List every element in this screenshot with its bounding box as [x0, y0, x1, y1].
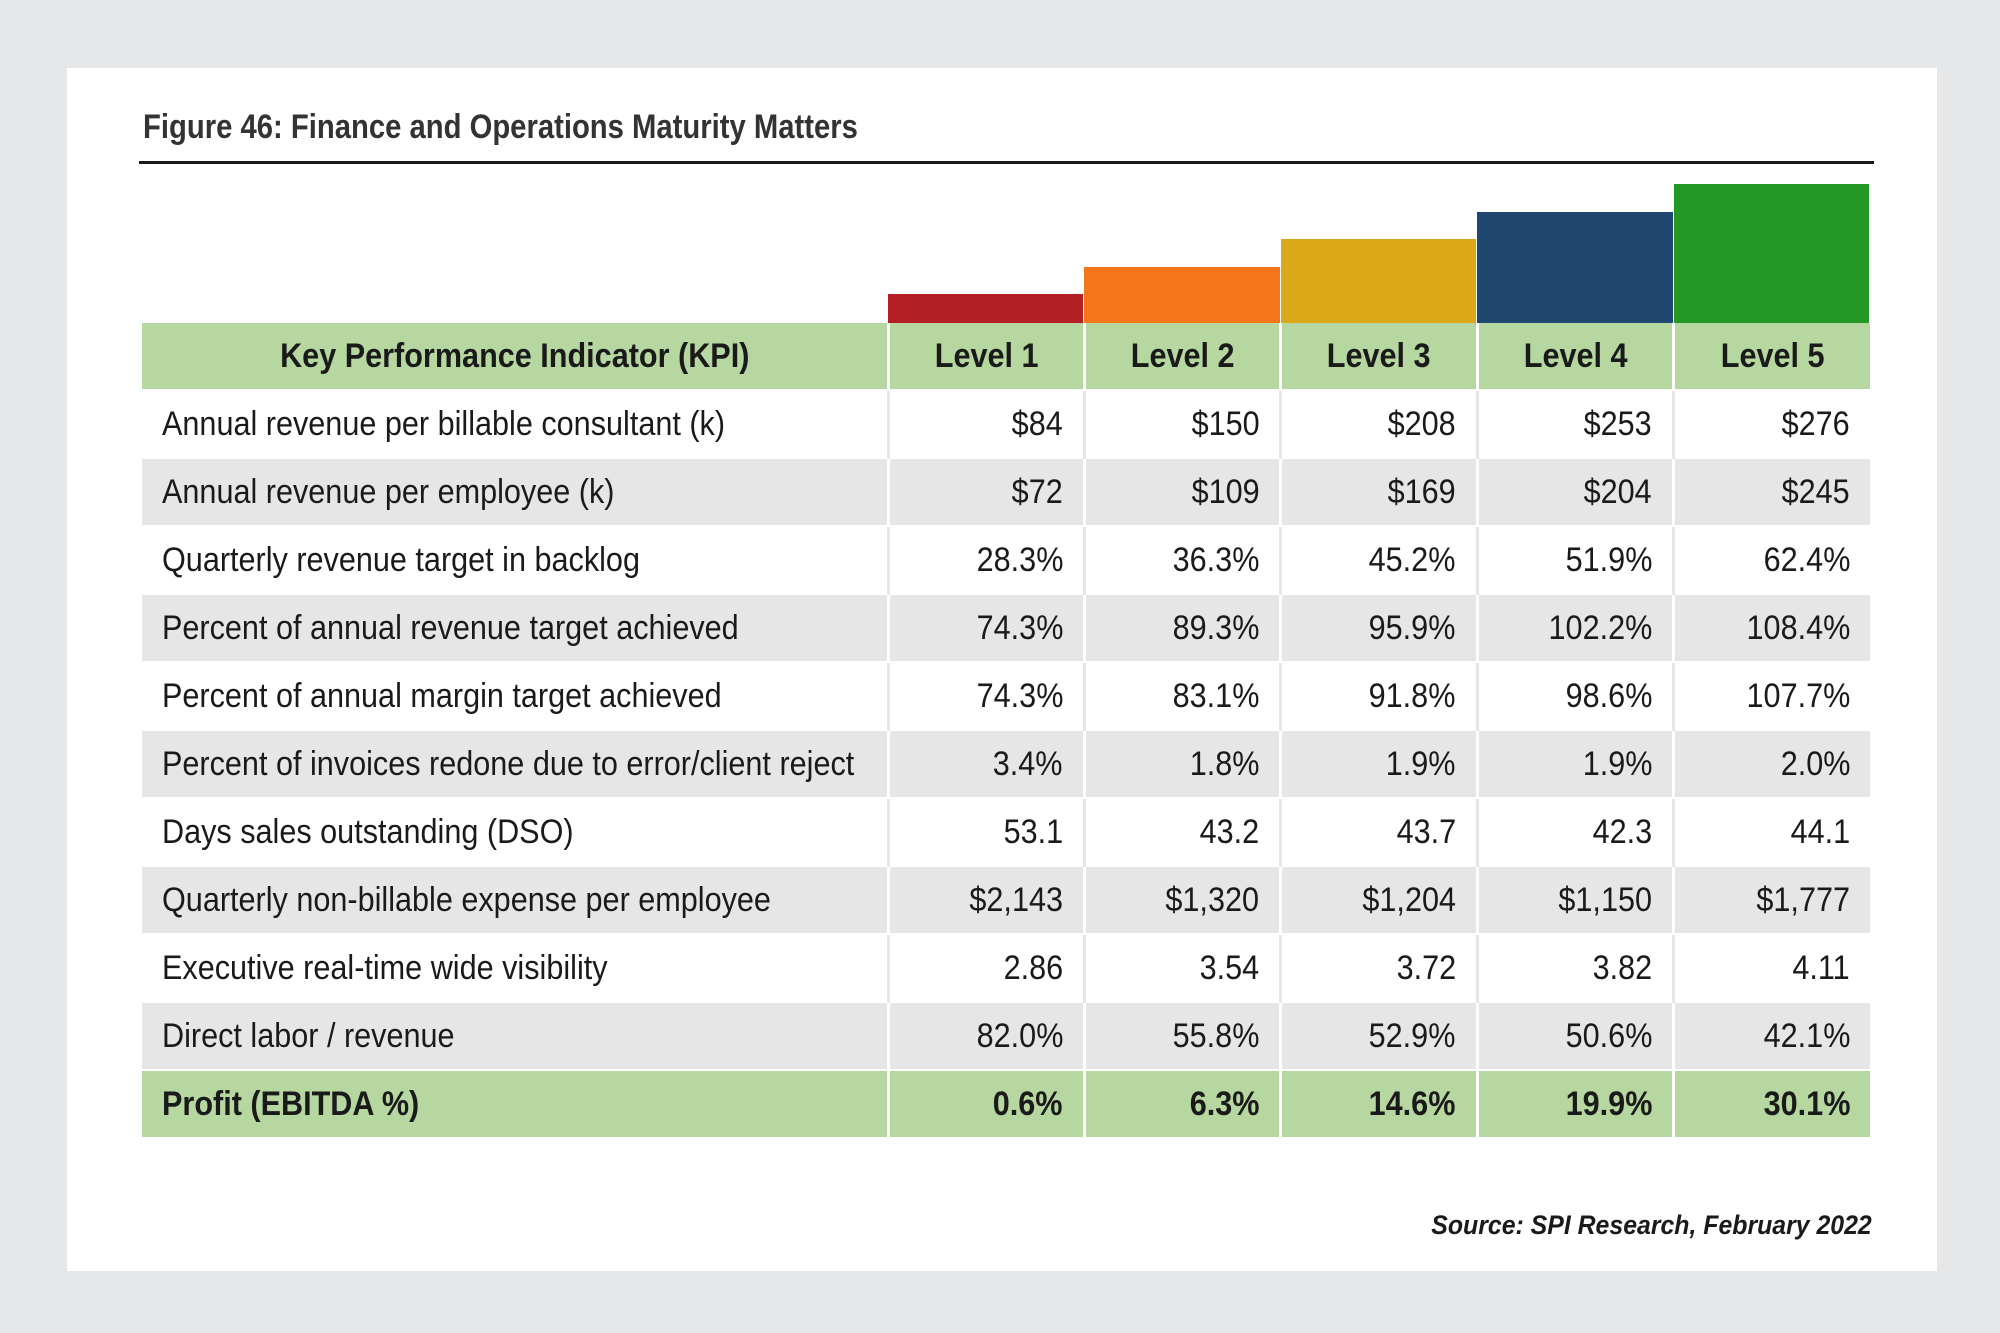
profit-level-1: 0.6%: [888, 1070, 1086, 1139]
level-5-header: Level 5: [1673, 323, 1870, 391]
level-3-step: [1280, 239, 1477, 323]
level-1-value: $72: [888, 458, 1086, 527]
table-row: Direct labor / revenue 82.0% 55.8% 52.9% 50.…: [142, 1002, 1870, 1071]
profit-row: Profit (EBITDA %) 0.6% 6.3% 14.6% 19.9% …: [142, 1070, 1870, 1139]
level-4-value: 98.6%: [1477, 662, 1676, 731]
table-row: Quarterly non-billable expense per emplo…: [142, 866, 1870, 935]
kpi-name-cell: Percent of invoices redone due to error/…: [142, 730, 890, 799]
level-2-value: 83.1%: [1084, 662, 1283, 731]
level-2-value: $109: [1084, 458, 1283, 527]
level-5-value: 2.0%: [1673, 730, 1870, 799]
figure-title: Figure 46: Finance and Operations Maturi…: [143, 108, 858, 146]
profit-level-3: 14.6%: [1280, 1070, 1479, 1139]
level-5-value: 4.11: [1673, 934, 1870, 1003]
table-row: Percent of annual revenue target achieve…: [142, 594, 1870, 663]
level-2-value: 55.8%: [1084, 1002, 1283, 1071]
kpi-name-cell: Days sales outstanding (DSO): [142, 798, 890, 867]
kpi-name-cell: Annual revenue per billable consultant (…: [142, 390, 890, 459]
level-1-value: 82.0%: [888, 1002, 1086, 1071]
table-row: Percent of annual margin target achieved…: [142, 662, 1870, 731]
table-row: Quarterly revenue target in backlog 28.3%…: [142, 526, 1870, 595]
level-2-step: [1084, 266, 1280, 323]
level-1-step: [888, 294, 1084, 323]
level-4-value: 102.2%: [1477, 594, 1676, 663]
level-2-header: Level 2: [1084, 323, 1283, 391]
level-1-value: 74.3%: [888, 662, 1086, 731]
level-2-value: $1,320: [1084, 866, 1283, 935]
level-1-value: 53.1: [888, 798, 1086, 867]
level-5-value: 44.1: [1673, 798, 1870, 867]
level-2-value: 36.3%: [1084, 526, 1283, 595]
kpi-name-cell: Quarterly revenue target in backlog: [142, 526, 890, 595]
table-header-row: Key Performance Indicator (KPI) Level 1 …: [142, 323, 1870, 391]
kpi-name-cell: Percent of annual margin target achieved: [142, 662, 890, 731]
level-5-value: $276: [1673, 390, 1870, 459]
level-2-value: $150: [1084, 390, 1283, 459]
table-row: Annual revenue per billable consultant (…: [142, 390, 1870, 459]
level-2-value: 89.3%: [1084, 594, 1283, 663]
kpi-name-cell: Quarterly non-billable expense per emplo…: [142, 866, 890, 935]
level-5-value: 42.1%: [1673, 1002, 1870, 1071]
level-5-value: 62.4%: [1673, 526, 1870, 595]
level-3-value: $208: [1280, 390, 1479, 459]
table-row: Days sales outstanding (DSO) 53.1 43.2 43.7…: [142, 798, 1870, 867]
level-3-value: 45.2%: [1280, 526, 1479, 595]
profit-label: Profit (EBITDA %): [142, 1070, 890, 1139]
level-4-value: 1.9%: [1477, 730, 1676, 799]
profit-level-4: 19.9%: [1477, 1070, 1676, 1139]
level-3-value: $169: [1280, 458, 1479, 527]
level-2-value: 1.8%: [1084, 730, 1283, 799]
table-row: Executive real-time wide visibility 2.86 3…: [142, 934, 1870, 1003]
level-5-value: $1,777: [1673, 866, 1870, 935]
table-row: Annual revenue per employee (k) $72 $109 $1…: [142, 458, 1870, 527]
kpi-column-header: Key Performance Indicator (KPI): [142, 323, 890, 391]
level-4-value: 51.9%: [1477, 526, 1676, 595]
level-1-value: 74.3%: [888, 594, 1086, 663]
level-5-value: $245: [1673, 458, 1870, 527]
level-1-value: 2.86: [888, 934, 1086, 1003]
title-divider: [139, 161, 1874, 164]
source-note: Source: SPI Research, February 2022: [1431, 1210, 1872, 1240]
level-3-value: 1.9%: [1280, 730, 1479, 799]
level-4-value: 50.6%: [1477, 1002, 1676, 1071]
level-3-value: 3.72: [1280, 934, 1479, 1003]
level-4-header: Level 4: [1477, 323, 1676, 391]
level-3-header: Level 3: [1280, 323, 1479, 391]
level-4-value: 3.82: [1477, 934, 1676, 1003]
level-2-value: 43.2: [1084, 798, 1283, 867]
figure-card: Figure 46: Finance and Operations Maturi…: [67, 68, 1937, 1271]
level-3-value: $1,204: [1280, 866, 1479, 935]
level-4-value: 42.3: [1477, 798, 1676, 867]
level-4-value: $204: [1477, 458, 1676, 527]
level-3-value: 95.9%: [1280, 594, 1479, 663]
level-1-value: $2,143: [888, 866, 1086, 935]
level-2-value: 3.54: [1084, 934, 1283, 1003]
profit-level-5: 30.1%: [1673, 1070, 1870, 1139]
level-1-value: $84: [888, 390, 1086, 459]
kpi-name-cell: Direct labor / revenue: [142, 1002, 890, 1071]
level-4-value: $1,150: [1477, 866, 1676, 935]
level-4-step: [1477, 211, 1673, 323]
level-1-value: 28.3%: [888, 526, 1086, 595]
level-5-value: 107.7%: [1673, 662, 1870, 731]
level-5-value: 108.4%: [1673, 594, 1870, 663]
kpi-name-cell: Percent of annual revenue target achieve…: [142, 594, 890, 663]
level-5-step: [1673, 184, 1869, 323]
level-1-value: 3.4%: [888, 730, 1086, 799]
kpi-name-cell: Executive real-time wide visibility: [142, 934, 890, 1003]
profit-level-2: 6.3%: [1084, 1070, 1283, 1139]
level-1-header: Level 1: [888, 323, 1086, 391]
level-3-value: 52.9%: [1280, 1002, 1479, 1071]
table-row: Percent of invoices redone due to error/…: [142, 730, 1870, 799]
level-4-value: $253: [1477, 390, 1676, 459]
kpi-name-cell: Annual revenue per employee (k): [142, 458, 890, 527]
level-3-value: 91.8%: [1280, 662, 1479, 731]
level-3-value: 43.7: [1280, 798, 1479, 867]
kpi-table: Key Performance Indicator (KPI) Level 1 …: [142, 323, 1870, 1139]
